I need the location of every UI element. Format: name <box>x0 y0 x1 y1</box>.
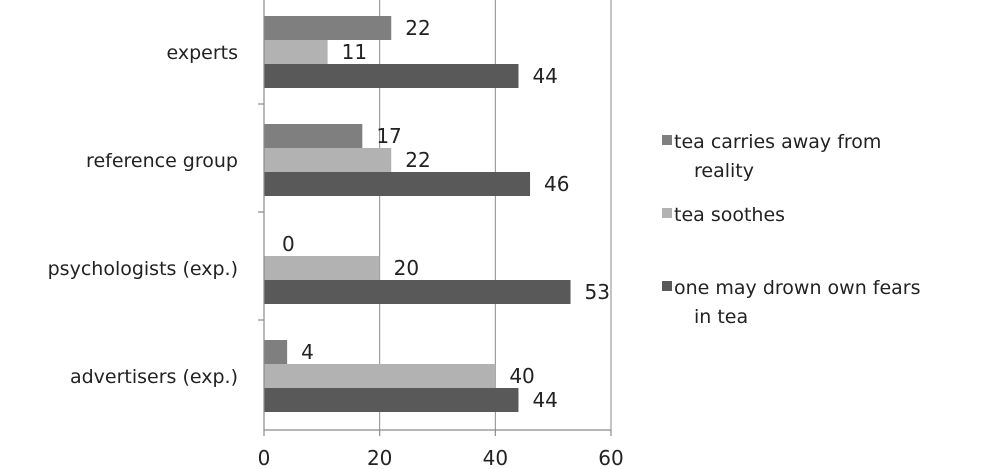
data-label: 0 <box>282 232 295 256</box>
bar-reference-group-s1 <box>264 124 363 148</box>
legend-label: tea carries away from <box>674 131 881 153</box>
data-label: 17 <box>376 124 401 148</box>
legend-label: tea soothes <box>674 204 785 226</box>
data-label: 46 <box>544 172 569 196</box>
legend-label-continued: reality <box>694 160 754 182</box>
bar-psychologists-exp--s2 <box>264 256 380 280</box>
x-tick-labels: 0 20 40 60 <box>258 446 624 469</box>
data-label: 22 <box>405 148 430 172</box>
x-tick-label: 60 <box>598 446 623 469</box>
axes <box>258 0 612 436</box>
bars <box>264 16 571 412</box>
x-tick-label: 20 <box>367 446 392 469</box>
data-label: 44 <box>532 388 557 412</box>
legend-swatch <box>662 281 672 291</box>
category-labels: experts reference group psychologists (exp… <box>48 42 238 388</box>
data-label: 40 <box>509 364 534 388</box>
bar-experts-s1 <box>264 16 392 40</box>
category-label: reference group <box>86 150 238 172</box>
category-label: experts <box>166 42 238 64</box>
bar-advertisers-exp--s2 <box>264 364 496 388</box>
data-label: 4 <box>301 340 314 364</box>
data-label: 22 <box>405 16 430 40</box>
data-label: 44 <box>532 64 557 88</box>
data-label: 53 <box>585 280 610 304</box>
category-label: advertisers (exp.) <box>70 366 238 388</box>
bar-experts-s2 <box>264 40 328 64</box>
legend-swatch <box>662 208 672 218</box>
legend-swatch <box>662 135 672 145</box>
data-label: 20 <box>394 256 419 280</box>
bar-experts-s3 <box>264 64 519 88</box>
bar-psychologists-exp--s3 <box>264 280 571 304</box>
legend-label-continued: in tea <box>694 306 748 328</box>
x-tick-label: 0 <box>258 446 271 469</box>
data-label: 11 <box>342 40 367 64</box>
legend-label: one may drown own fears <box>674 277 921 299</box>
bar-advertisers-exp--s1 <box>264 340 288 364</box>
category-label: psychologists (exp.) <box>48 258 238 280</box>
x-tick-label: 40 <box>483 446 508 469</box>
bar-advertisers-exp--s3 <box>264 388 519 412</box>
bar-reference-group-s3 <box>264 172 531 196</box>
bar-reference-group-s2 <box>264 148 392 172</box>
legend: tea carries away from reality tea soothes o… <box>662 131 921 328</box>
